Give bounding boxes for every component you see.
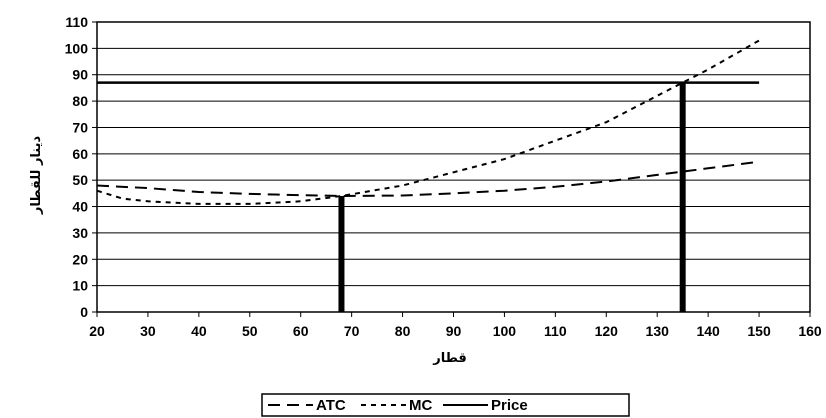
- vertical-markers: [338, 82, 686, 312]
- x-tick-label-120: 120: [595, 323, 619, 339]
- x-tick-label-50: 50: [242, 323, 258, 339]
- y-axis-title: دینار للقطار: [29, 136, 44, 216]
- y-tick-label-0: 0: [80, 304, 88, 320]
- legend-label-atc: ATC: [316, 397, 346, 414]
- x-tick-label-40: 40: [191, 323, 207, 339]
- series-mc-line: [96, 39, 760, 205]
- y-tick-label-70: 70: [72, 119, 88, 135]
- x-tick-label-110: 110: [544, 323, 567, 339]
- y-tick-label-90: 90: [72, 67, 88, 83]
- y-tick-label-100: 100: [65, 40, 89, 56]
- plot-frame: [96, 21, 811, 313]
- x-tick-label-140: 140: [696, 323, 720, 339]
- plot-area: [96, 21, 811, 313]
- y-tick-label-80: 80: [72, 93, 88, 109]
- y-tick-label-10: 10: [72, 278, 88, 294]
- x-tick-label-150: 150: [747, 323, 771, 339]
- x-tick-label-60: 60: [293, 323, 309, 339]
- y-tick-label-20: 20: [72, 251, 88, 267]
- x-tick-label-100: 100: [493, 323, 517, 339]
- series-atc-line: [96, 160, 760, 198]
- y-axis-ticks: 0 10 20 30 40 50 60 70 80 90 100 110: [65, 14, 97, 320]
- y-tick-label-30: 30: [72, 225, 88, 241]
- x-tick-label-160: 160: [798, 323, 822, 339]
- x-tick-label-90: 90: [446, 323, 462, 339]
- x-tick-label-30: 30: [140, 323, 156, 339]
- series-lines: [96, 39, 760, 205]
- y-tick-label-60: 60: [72, 146, 88, 162]
- legend: ATC MC Price: [261, 393, 630, 417]
- y-tick-label-40: 40: [72, 199, 88, 215]
- grid-lines: [97, 47, 810, 287]
- x-tick-label-70: 70: [344, 323, 360, 339]
- x-axis-title: قطار: [432, 351, 467, 366]
- x-tick-label-20: 20: [89, 323, 105, 339]
- x-tick-label-80: 80: [395, 323, 411, 339]
- legend-label-price: Price: [491, 397, 528, 414]
- y-tick-label-50: 50: [72, 172, 88, 188]
- y-tick-label-110: 110: [65, 14, 88, 30]
- x-tick-label-130: 130: [646, 323, 670, 339]
- legend-label-mc: MC: [409, 397, 432, 414]
- x-axis-ticks: 20 30 40 50 60 70 80 90 100 110 120 130 140 150 160: [89, 312, 822, 339]
